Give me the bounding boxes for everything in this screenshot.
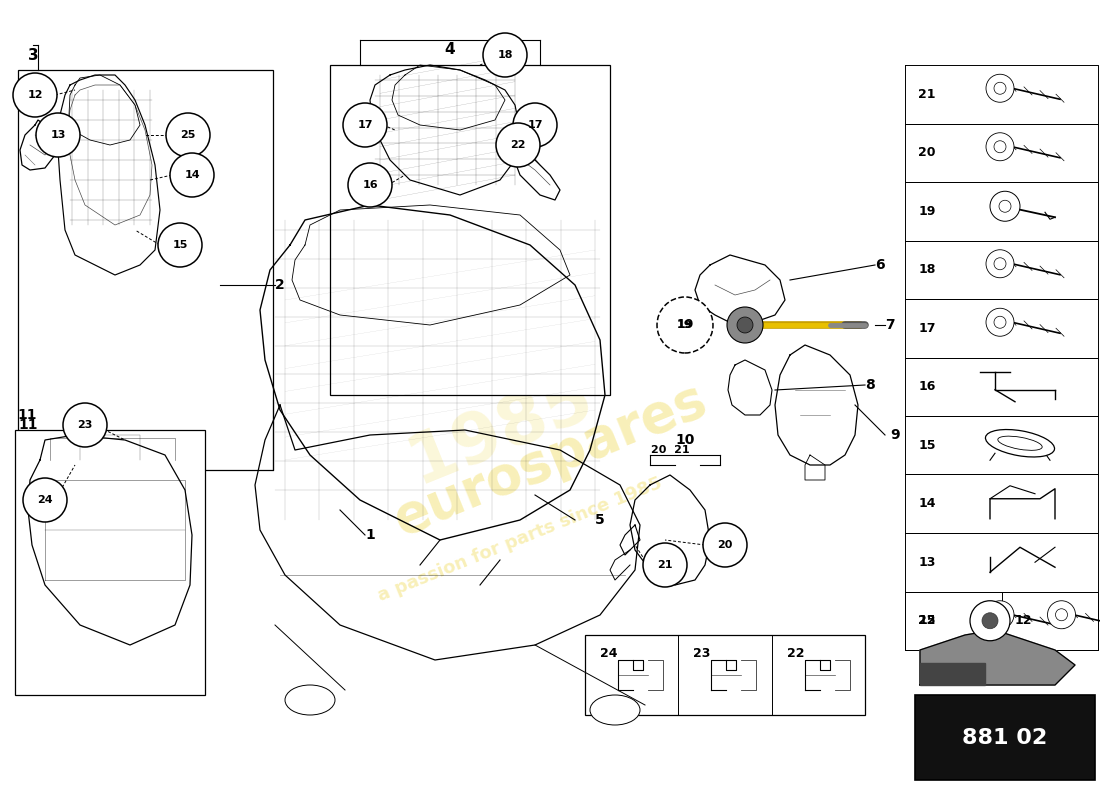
Text: 8: 8: [865, 378, 874, 392]
Ellipse shape: [986, 430, 1055, 457]
Text: 13: 13: [51, 130, 66, 140]
Text: 5: 5: [595, 513, 605, 527]
Text: 10: 10: [675, 433, 695, 447]
Text: a passion for parts since 1985: a passion for parts since 1985: [375, 474, 664, 606]
Circle shape: [982, 613, 998, 629]
Circle shape: [994, 316, 1006, 328]
Circle shape: [990, 191, 1020, 222]
Circle shape: [348, 163, 392, 207]
FancyBboxPatch shape: [915, 695, 1094, 780]
Circle shape: [994, 609, 1006, 621]
Text: 24: 24: [600, 647, 617, 660]
Text: 19: 19: [678, 320, 693, 330]
FancyBboxPatch shape: [585, 635, 865, 715]
Circle shape: [703, 523, 747, 567]
Ellipse shape: [285, 685, 336, 715]
Circle shape: [496, 123, 540, 167]
Text: 17: 17: [527, 120, 542, 130]
Text: eurospares: eurospares: [386, 374, 714, 546]
Circle shape: [23, 478, 67, 522]
Text: 18: 18: [497, 50, 513, 60]
Text: 21: 21: [658, 560, 673, 570]
Circle shape: [737, 317, 754, 333]
Circle shape: [644, 543, 688, 587]
Circle shape: [1047, 601, 1076, 629]
Text: 23: 23: [77, 420, 92, 430]
Text: 11: 11: [18, 408, 36, 422]
Circle shape: [986, 601, 1014, 629]
Text: 20  21: 20 21: [651, 445, 690, 455]
Text: 20: 20: [717, 540, 733, 550]
Text: 19: 19: [918, 205, 936, 218]
Circle shape: [483, 33, 527, 77]
Text: 16: 16: [918, 380, 936, 394]
Ellipse shape: [998, 436, 1042, 450]
Text: 14: 14: [184, 170, 200, 180]
Text: 1: 1: [365, 528, 375, 542]
Circle shape: [36, 113, 80, 157]
Circle shape: [663, 303, 707, 347]
Text: 12: 12: [918, 614, 936, 627]
Circle shape: [999, 200, 1011, 212]
Polygon shape: [920, 663, 984, 685]
Text: 22: 22: [786, 647, 804, 660]
Text: 17: 17: [358, 120, 373, 130]
Text: 2: 2: [275, 278, 285, 292]
Text: 15: 15: [173, 240, 188, 250]
Text: 11: 11: [18, 418, 37, 432]
Circle shape: [986, 250, 1014, 278]
Text: 19: 19: [676, 318, 694, 331]
Text: 24: 24: [37, 495, 53, 505]
Circle shape: [994, 82, 1006, 94]
Text: 12: 12: [28, 90, 43, 100]
FancyBboxPatch shape: [330, 65, 610, 395]
Circle shape: [513, 103, 557, 147]
Circle shape: [343, 103, 387, 147]
Circle shape: [994, 258, 1006, 270]
Text: 23: 23: [693, 647, 711, 660]
Text: 9: 9: [890, 428, 900, 442]
Circle shape: [994, 141, 1006, 153]
FancyBboxPatch shape: [15, 430, 205, 695]
Text: 25: 25: [180, 130, 196, 140]
Text: 20: 20: [918, 146, 936, 159]
Ellipse shape: [590, 695, 640, 725]
Text: 4: 4: [444, 42, 455, 58]
Text: 3: 3: [28, 47, 38, 62]
Circle shape: [63, 403, 107, 447]
Text: 18: 18: [918, 263, 936, 276]
Circle shape: [657, 297, 713, 353]
Text: 16: 16: [362, 180, 377, 190]
Text: 21: 21: [918, 88, 936, 101]
Circle shape: [970, 601, 1010, 641]
Circle shape: [986, 308, 1014, 336]
Text: 15: 15: [918, 438, 936, 452]
Circle shape: [986, 133, 1014, 161]
Circle shape: [1056, 609, 1067, 621]
Text: 25: 25: [918, 614, 936, 627]
Text: 6: 6: [874, 258, 884, 272]
Text: 17: 17: [918, 322, 936, 334]
Circle shape: [166, 113, 210, 157]
Text: 22: 22: [510, 140, 526, 150]
Text: 7: 7: [886, 318, 894, 332]
Circle shape: [13, 73, 57, 117]
FancyBboxPatch shape: [18, 70, 273, 470]
Circle shape: [727, 307, 763, 343]
Text: 881 02: 881 02: [962, 727, 1047, 747]
Text: 12: 12: [1015, 614, 1032, 627]
Circle shape: [986, 74, 1014, 102]
Text: 14: 14: [918, 498, 936, 510]
Circle shape: [170, 153, 214, 197]
Text: 13: 13: [918, 556, 936, 569]
Polygon shape: [920, 630, 1075, 685]
Text: 1985: 1985: [398, 362, 603, 498]
Circle shape: [158, 223, 202, 267]
